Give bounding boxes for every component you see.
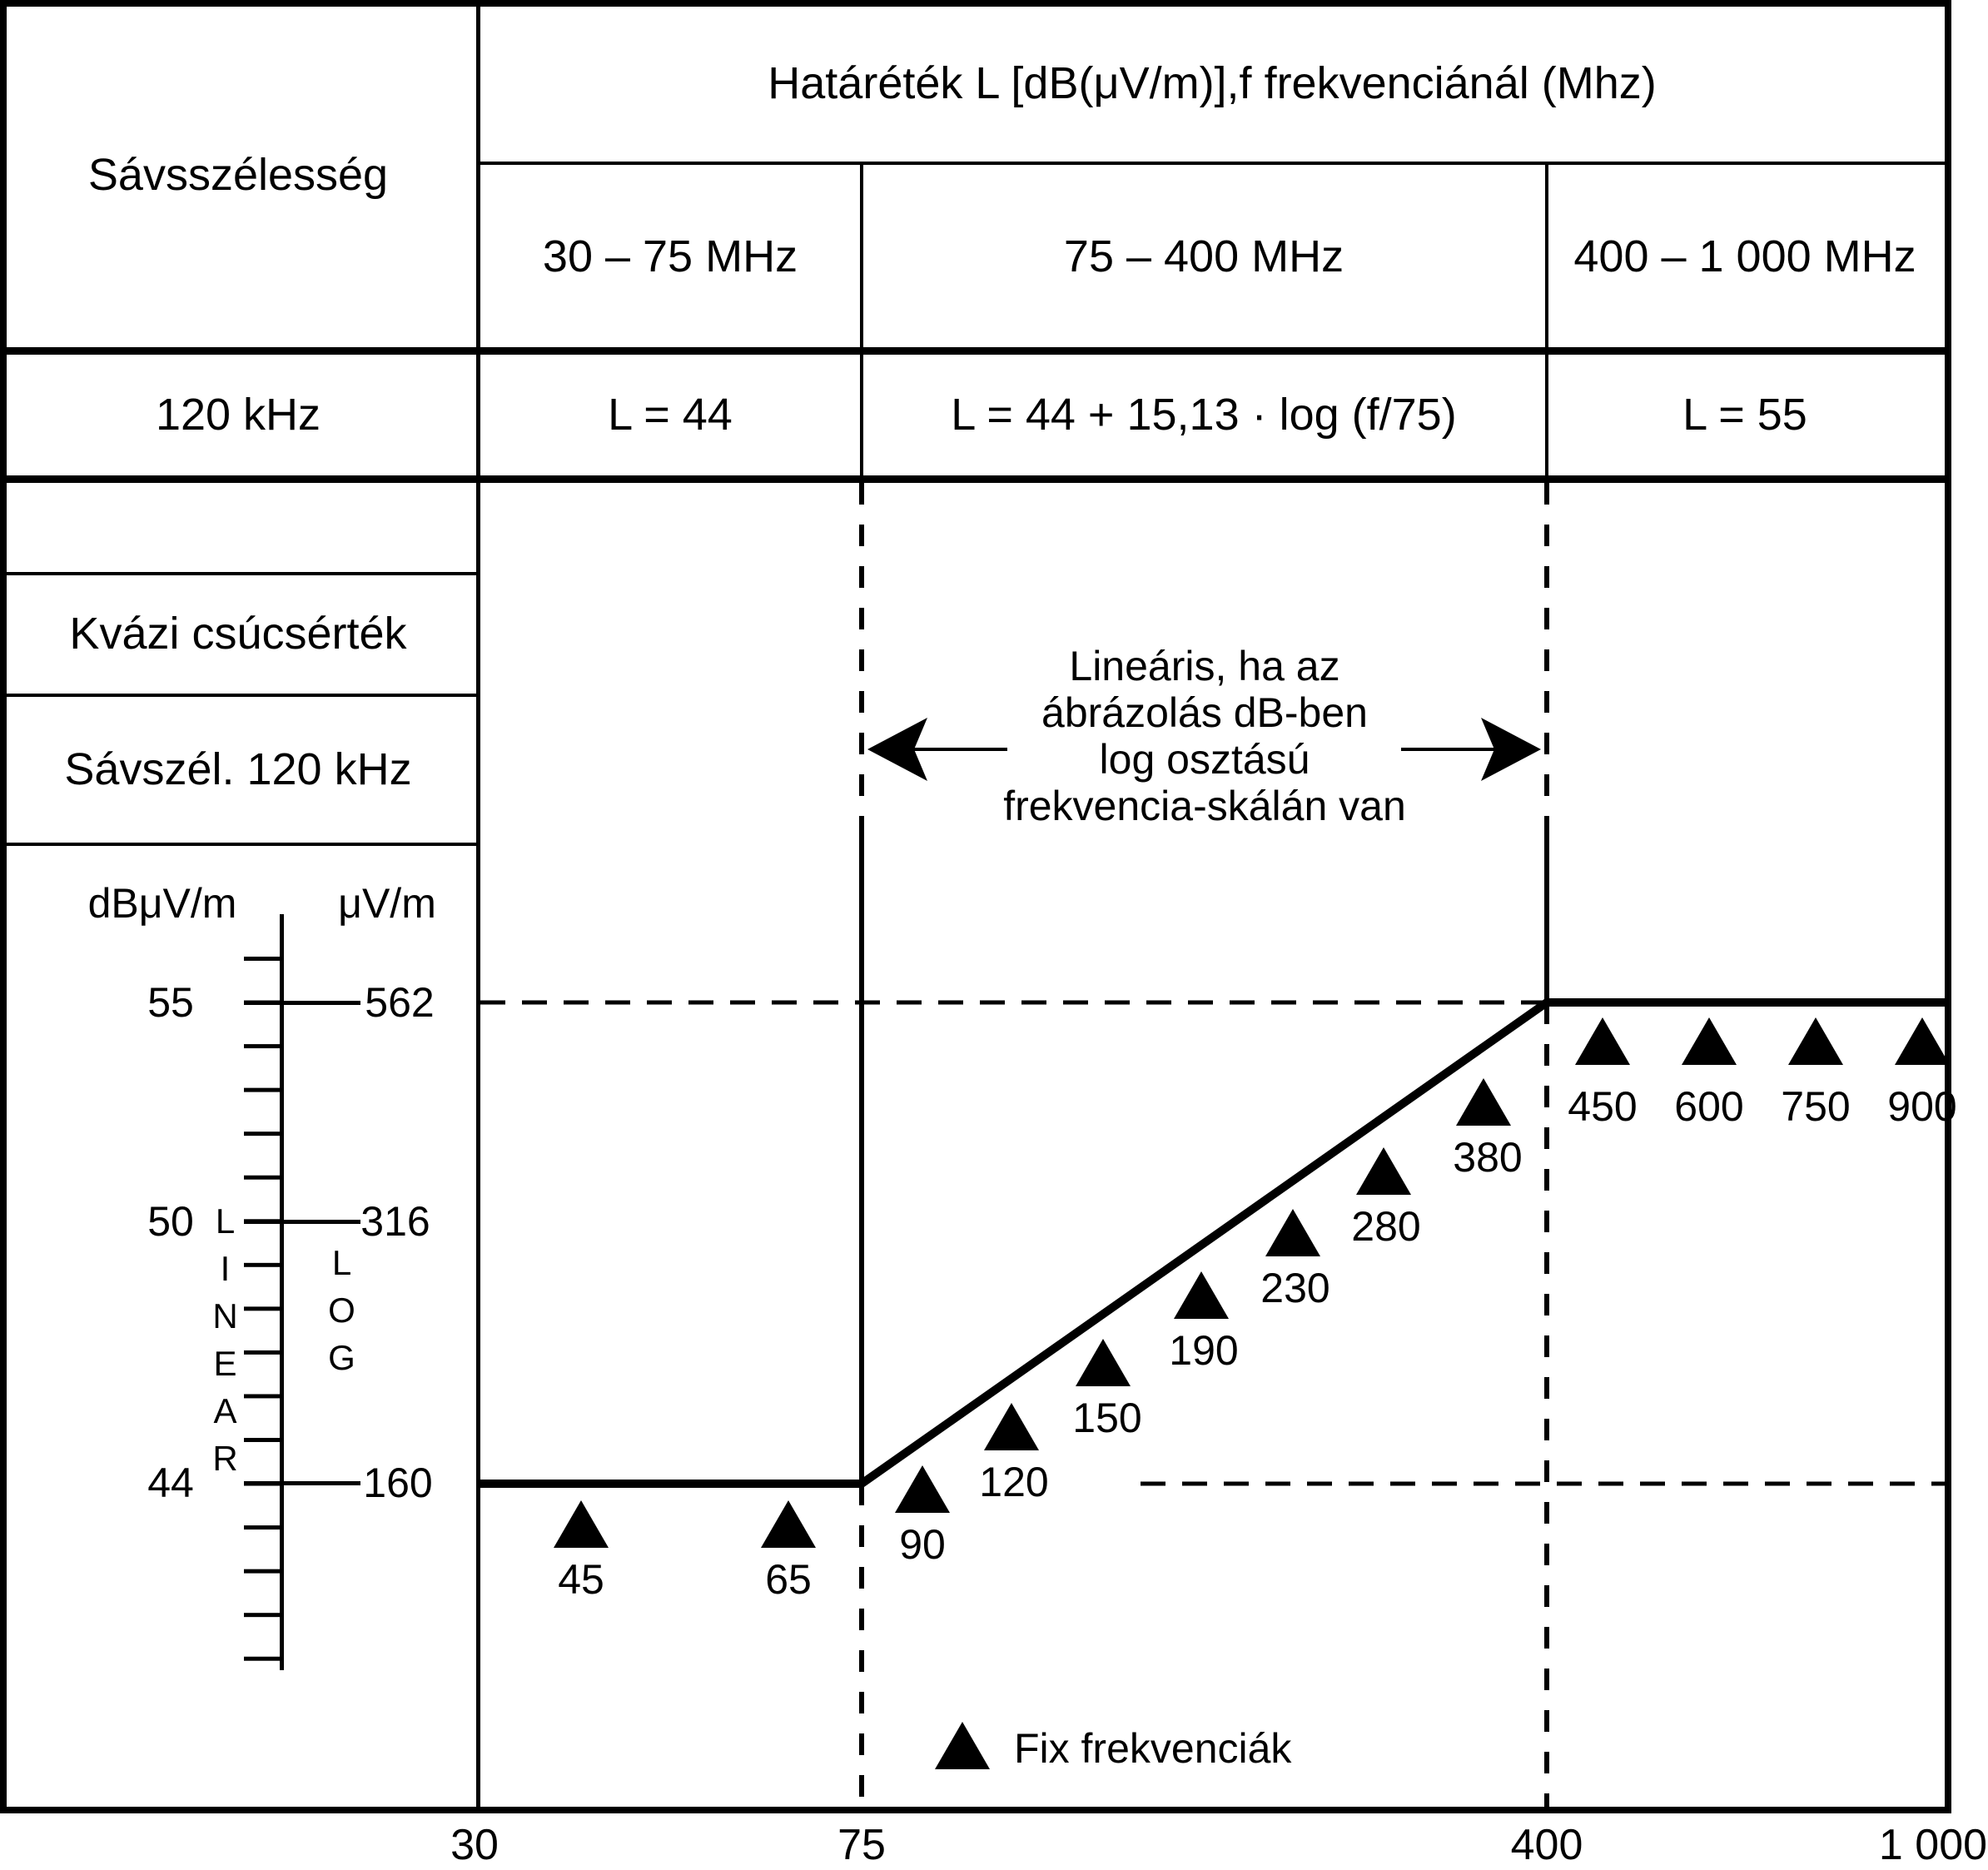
fixed-frequency-marker-45 (554, 1500, 609, 1548)
log-scale-word: LOG (322, 1243, 361, 1385)
col-header-400-1000: 400 – 1 000 MHz (1573, 231, 1916, 281)
annotation-line-4: frekvencia-skálán van (1003, 783, 1406, 829)
quasi-peak-box-top (0, 572, 480, 575)
header-row-divider (0, 347, 1945, 355)
scale-major-tick-44 (244, 1481, 360, 1485)
quasi-peak-box-label: Kvázi csúcsérték (69, 609, 407, 659)
marker-label-450: 450 (1568, 1083, 1638, 1130)
legend-label: Fix frekvenciák (1014, 1725, 1292, 1772)
frame-right-border (1945, 0, 1951, 1813)
fixed-frequency-marker-380 (1456, 1078, 1511, 1126)
annotation-block: Lineáris, ha az ábrázolás dB-ben log osz… (888, 643, 1521, 829)
fixed-frequency-marker-450 (1575, 1017, 1630, 1065)
fixed-frequency-marker-120 (984, 1403, 1039, 1450)
limit-cell-400-1000: L = 55 (1682, 390, 1807, 440)
x-tick-label-30: 30 (450, 1821, 499, 1869)
frame-left-border (0, 0, 7, 1813)
right-arrow-icon (1401, 718, 1541, 781)
title-divider (480, 162, 1945, 165)
x-tick-label-75: 75 (837, 1821, 886, 1869)
scale-db-55: 55 (147, 979, 194, 1026)
chart-title: Határéték L [dB(μV/m)],f frekvenciánál (… (768, 58, 1657, 108)
marker-label-65: 65 (765, 1556, 812, 1603)
scale-minor-ticks (244, 957, 281, 1666)
left-column-separator (476, 0, 480, 1807)
column-separator-2 (1545, 165, 1548, 351)
scale-ruler-line (280, 914, 284, 1670)
x-tick-label-1000: 1 000 (1878, 1821, 1988, 1869)
fixed-frequency-marker-750 (1788, 1017, 1843, 1065)
scale-major-tick-50 (244, 1220, 360, 1224)
fixed-frequency-marker-90 (895, 1465, 950, 1513)
bandwidth-box-label: Sávszél. 120 kHz (64, 744, 412, 794)
annotation-line-1: Lineáris, ha az (1069, 643, 1340, 689)
data-column-separator-2 (1545, 355, 1548, 477)
marker-label-900: 900 (1887, 1083, 1957, 1130)
annotation-line-2: ábrázolás dB-ben (1041, 689, 1368, 736)
frame-bottom-border (0, 1807, 1951, 1813)
scale-db-44: 44 (147, 1460, 194, 1506)
row-header: Sávsszélesség (87, 150, 389, 200)
x-tick-label-400: 400 (1510, 1821, 1583, 1869)
marker-label-230: 230 (1260, 1265, 1330, 1311)
fixed-frequency-marker-190 (1174, 1271, 1229, 1319)
quasi-peak-box-bottom (0, 694, 480, 697)
table-bottom-border (0, 475, 1945, 483)
annotation-line-3: log osztású (1099, 736, 1310, 783)
scale-uvm-562: 562 (365, 979, 435, 1026)
limit-cell-75-400: L = 44 + 15,13 · log (f/75) (951, 390, 1457, 440)
col-header-30-75: 30 – 75 MHz (542, 231, 798, 281)
left-arrow-icon (867, 718, 1007, 781)
col-header-75-400: 75 – 400 MHz (1063, 231, 1344, 281)
frame-top-border (0, 0, 1951, 7)
marker-label-150: 150 (1072, 1395, 1142, 1441)
bandwidth-cell: 120 kHz (155, 390, 321, 440)
fixed-frequency-marker-65 (761, 1500, 816, 1548)
marker-label-280: 280 (1351, 1203, 1421, 1250)
scale-uvm-160: 160 (363, 1460, 433, 1506)
scale-db-50: 50 (147, 1198, 194, 1245)
fixed-frequency-marker-600 (1682, 1017, 1737, 1065)
limit-cell-30-75: L = 44 (608, 390, 733, 440)
marker-label-750: 750 (1781, 1083, 1851, 1130)
marker-label-600: 600 (1674, 1083, 1744, 1130)
marker-label-380: 380 (1453, 1134, 1523, 1181)
scale-right-unit: μV/m (338, 880, 436, 927)
limit-line (480, 998, 1945, 1488)
scale-major-tick-55 (244, 1001, 360, 1005)
bandwidth-box-bottom (0, 843, 480, 846)
column-separator-1 (860, 165, 863, 351)
marker-label-45: 45 (558, 1556, 604, 1603)
fixed-frequency-marker-150 (1076, 1339, 1131, 1386)
fixed-frequency-marker-900 (1895, 1017, 1950, 1065)
fixed-frequency-marker-280 (1356, 1147, 1411, 1195)
marker-label-90: 90 (899, 1521, 946, 1568)
fixed-frequency-marker-230 (1265, 1209, 1320, 1256)
data-column-separator-1 (860, 355, 863, 477)
scale-uvm-316: 316 (360, 1198, 430, 1245)
marker-label-190: 190 (1169, 1327, 1239, 1374)
legend-triangle-icon (935, 1722, 990, 1769)
linear-scale-word: LINEAR (206, 1201, 245, 1486)
marker-label-120: 120 (979, 1459, 1049, 1505)
scale-left-unit: dBμV/m (87, 880, 237, 927)
